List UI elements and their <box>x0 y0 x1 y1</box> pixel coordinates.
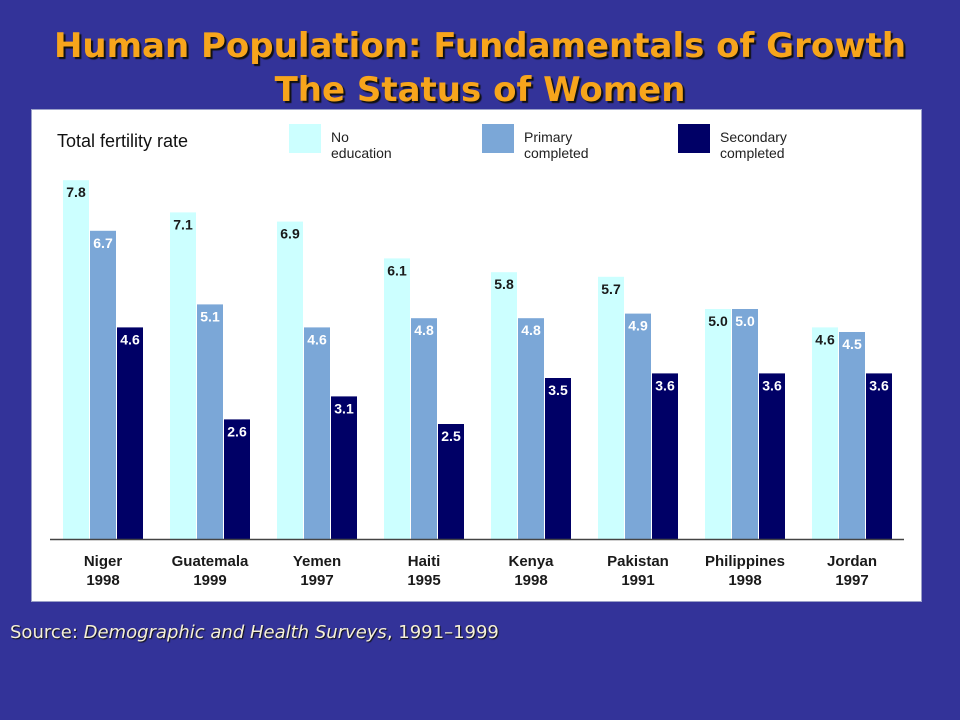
fertility-bar-chart: Total fertility rate NoeducationPrimaryco… <box>50 124 904 589</box>
tick-label-year-5: 1998 <box>514 572 547 589</box>
value-label-guatemala-3: 2.6 <box>227 423 247 439</box>
slide-title: Human Population: Fundamentals of Growth… <box>0 24 960 112</box>
value-label-philippines-1: 5.0 <box>708 313 728 329</box>
bar-philippines-1 <box>705 309 731 539</box>
chart-panel: Total fertility rate No education Primary co… <box>31 109 922 602</box>
tick-label-country-8: Jordan <box>827 553 877 570</box>
bar-philippines-2 <box>732 309 758 539</box>
value-label-philippines-2: 5.0 <box>735 313 755 329</box>
bar-haiti-2 <box>411 318 437 539</box>
legend-label-2-line1: Primary <box>524 129 572 145</box>
source-suffix: , 1991–1999 <box>386 622 499 643</box>
tick-label-country-3: Yemen <box>293 553 341 570</box>
value-label-niger-3: 4.6 <box>120 331 140 347</box>
bar-jordan-2 <box>839 332 865 539</box>
source-prefix: Source: <box>10 622 84 643</box>
legend-label-3-line2: completed <box>720 145 785 161</box>
slide-title-line1: Human Population: Fundamentals of Growth <box>53 26 907 66</box>
value-label-niger-1: 7.8 <box>66 184 86 200</box>
slide-title-line2: The Status of Women <box>274 70 686 110</box>
tick-label-year-4: 1995 <box>407 572 440 589</box>
value-label-yemen-1: 6.9 <box>280 226 300 242</box>
source-title: Demographic and Health Surveys <box>83 622 387 643</box>
bar-jordan-3 <box>866 373 892 539</box>
tick-label-year-7: 1998 <box>728 572 761 589</box>
legend-swatch-3 <box>678 124 710 153</box>
value-label-jordan-2: 4.5 <box>842 336 862 352</box>
tick-label-year-6: 1991 <box>621 572 654 589</box>
bar-haiti-1 <box>384 258 410 539</box>
value-label-guatemala-2: 5.1 <box>200 308 220 324</box>
bar-guatemala-2 <box>197 304 223 539</box>
y-axis-label: Total fertility rate <box>57 131 188 151</box>
value-label-haiti-2: 4.8 <box>414 322 434 338</box>
bar-haiti-3 <box>438 424 464 539</box>
source-note: Source: Demographic and Health Surveys, … <box>10 622 499 643</box>
tick-label-year-8: 1997 <box>835 572 868 589</box>
value-label-niger-2: 6.7 <box>93 235 113 251</box>
legend-swatch-2 <box>482 124 514 153</box>
value-label-haiti-3: 2.5 <box>441 428 461 444</box>
value-label-pakistan-1: 5.7 <box>601 281 621 297</box>
value-label-philippines-3: 3.6 <box>762 377 782 393</box>
tick-label-country-2: Guatemala <box>172 553 249 570</box>
tick-label-year-1: 1998 <box>86 572 119 589</box>
value-label-guatemala-1: 7.1 <box>173 216 193 232</box>
legend-label-3-line1: Secondary <box>720 129 787 145</box>
tick-label-year-2: 1999 <box>193 572 226 589</box>
value-label-haiti-1: 6.1 <box>387 262 407 278</box>
bar-jordan-1 <box>812 327 838 539</box>
legend-label-2-line2: completed <box>524 145 589 161</box>
tick-label-country-6: Pakistan <box>607 553 669 570</box>
bar-niger-1 <box>63 180 89 539</box>
value-label-kenya-1: 5.8 <box>494 276 514 292</box>
bar-yemen-1 <box>277 221 303 539</box>
bar-kenya-2 <box>518 318 544 539</box>
legend-swatch-1 <box>289 124 321 153</box>
bar-guatemala-3 <box>224 419 250 539</box>
bar-pakistan-1 <box>598 276 624 539</box>
tick-label-year-3: 1997 <box>300 572 333 589</box>
bar-kenya-1 <box>491 272 517 539</box>
value-label-jordan-3: 3.6 <box>869 377 889 393</box>
tick-label-country-7: Philippines <box>705 553 785 570</box>
value-label-yemen-3: 3.1 <box>334 400 354 416</box>
bar-yemen-2 <box>304 327 330 539</box>
value-label-jordan-1: 4.6 <box>815 331 835 347</box>
value-label-yemen-2: 4.6 <box>307 331 327 347</box>
bar-kenya-3 <box>545 378 571 539</box>
value-label-kenya-2: 4.8 <box>521 322 541 338</box>
bar-philippines-3 <box>759 373 785 539</box>
legend-label-1-line2: education <box>331 145 392 161</box>
bar-pakistan-3 <box>652 373 678 539</box>
bar-niger-3 <box>117 327 143 539</box>
value-label-pakistan-2: 4.9 <box>628 318 648 334</box>
tick-label-country-1: Niger <box>84 553 123 570</box>
bar-pakistan-2 <box>625 313 651 539</box>
tick-label-country-5: Kenya <box>508 553 554 570</box>
bar-guatemala-1 <box>170 212 196 539</box>
legend-label-1-line1: No <box>331 129 349 145</box>
value-label-pakistan-3: 3.6 <box>655 377 675 393</box>
bar-yemen-3 <box>331 396 357 539</box>
value-label-kenya-3: 3.5 <box>548 382 568 398</box>
tick-label-country-4: Haiti <box>408 553 441 570</box>
bar-niger-2 <box>90 230 116 540</box>
